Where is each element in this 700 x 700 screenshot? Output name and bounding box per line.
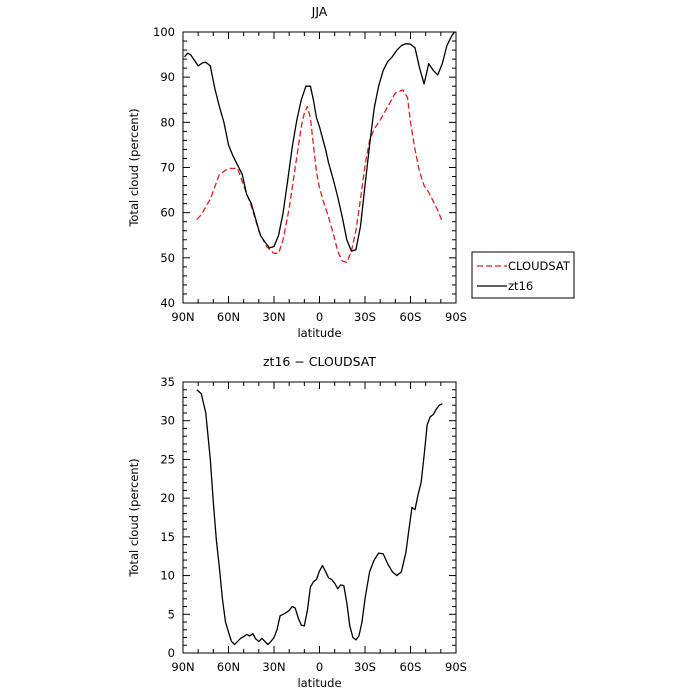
x-tick-label: 90N	[171, 660, 194, 674]
x-tick-label: 30S	[354, 310, 376, 324]
y-tick-label: 50	[160, 251, 175, 265]
x-axis-label: latitude	[297, 326, 341, 340]
chart-title: JJA	[311, 4, 328, 19]
x-tick-label: 90S	[445, 310, 467, 324]
legend-label-cloudsat: CLOUDSAT	[508, 259, 571, 273]
x-tick-label: 0	[316, 660, 323, 674]
top-chart-jja: 90N 60N 30N 0 30S 60S 90S 40 50 60 70 80 90 100 JJA lat…	[127, 4, 467, 340]
series-line-zt16	[184, 31, 456, 252]
x-tick-label: 90N	[171, 310, 194, 324]
x-axis-label: latitude	[297, 676, 341, 690]
y-tick-label: 80	[160, 115, 175, 129]
y-axis-label: Total cloud (percent)	[127, 108, 141, 227]
y-tick-label: 15	[160, 530, 175, 544]
chart-title: zt16 − CLOUDSAT	[263, 354, 376, 369]
x-tick-label: 30N	[262, 310, 285, 324]
y-tick-label: 40	[160, 296, 175, 310]
y-tick-label: 35	[160, 375, 175, 389]
x-tick-label: 30S	[354, 660, 376, 674]
y-tick-label: 90	[160, 70, 175, 84]
chart-legend: CLOUDSAT zt16	[471, 251, 575, 299]
x-tick-label: 60S	[400, 660, 422, 674]
y-tick-label: 60	[160, 206, 175, 220]
legend-label-zt16: zt16	[508, 279, 533, 293]
y-tick-label: 70	[160, 161, 175, 175]
y-tick-label: 10	[160, 569, 175, 583]
y-tick-label: 5	[168, 607, 175, 621]
x-tick-label: 60S	[400, 310, 422, 324]
y-tick-label: 20	[160, 491, 175, 505]
x-tick-label: 60N	[217, 660, 240, 674]
y-tick-label: 0	[168, 646, 175, 660]
y-tick-label: 30	[160, 414, 175, 428]
x-tick-label: 30N	[262, 660, 285, 674]
y-tick-label: 25	[160, 452, 175, 466]
legend-box	[471, 251, 575, 299]
x-tick-label: 0	[316, 310, 323, 324]
bottom-chart-difference: 90N 60N 30N 0 30S 60S 90S 0 5 10 15 20 25 30 35 zt16 − …	[127, 354, 467, 690]
x-tick-label: 60N	[217, 310, 240, 324]
series-line-difference	[196, 389, 443, 646]
x-tick-label: 90S	[445, 660, 467, 674]
y-tick-label: 100	[153, 25, 175, 39]
y-axis-label: Total cloud (percent)	[127, 458, 141, 577]
